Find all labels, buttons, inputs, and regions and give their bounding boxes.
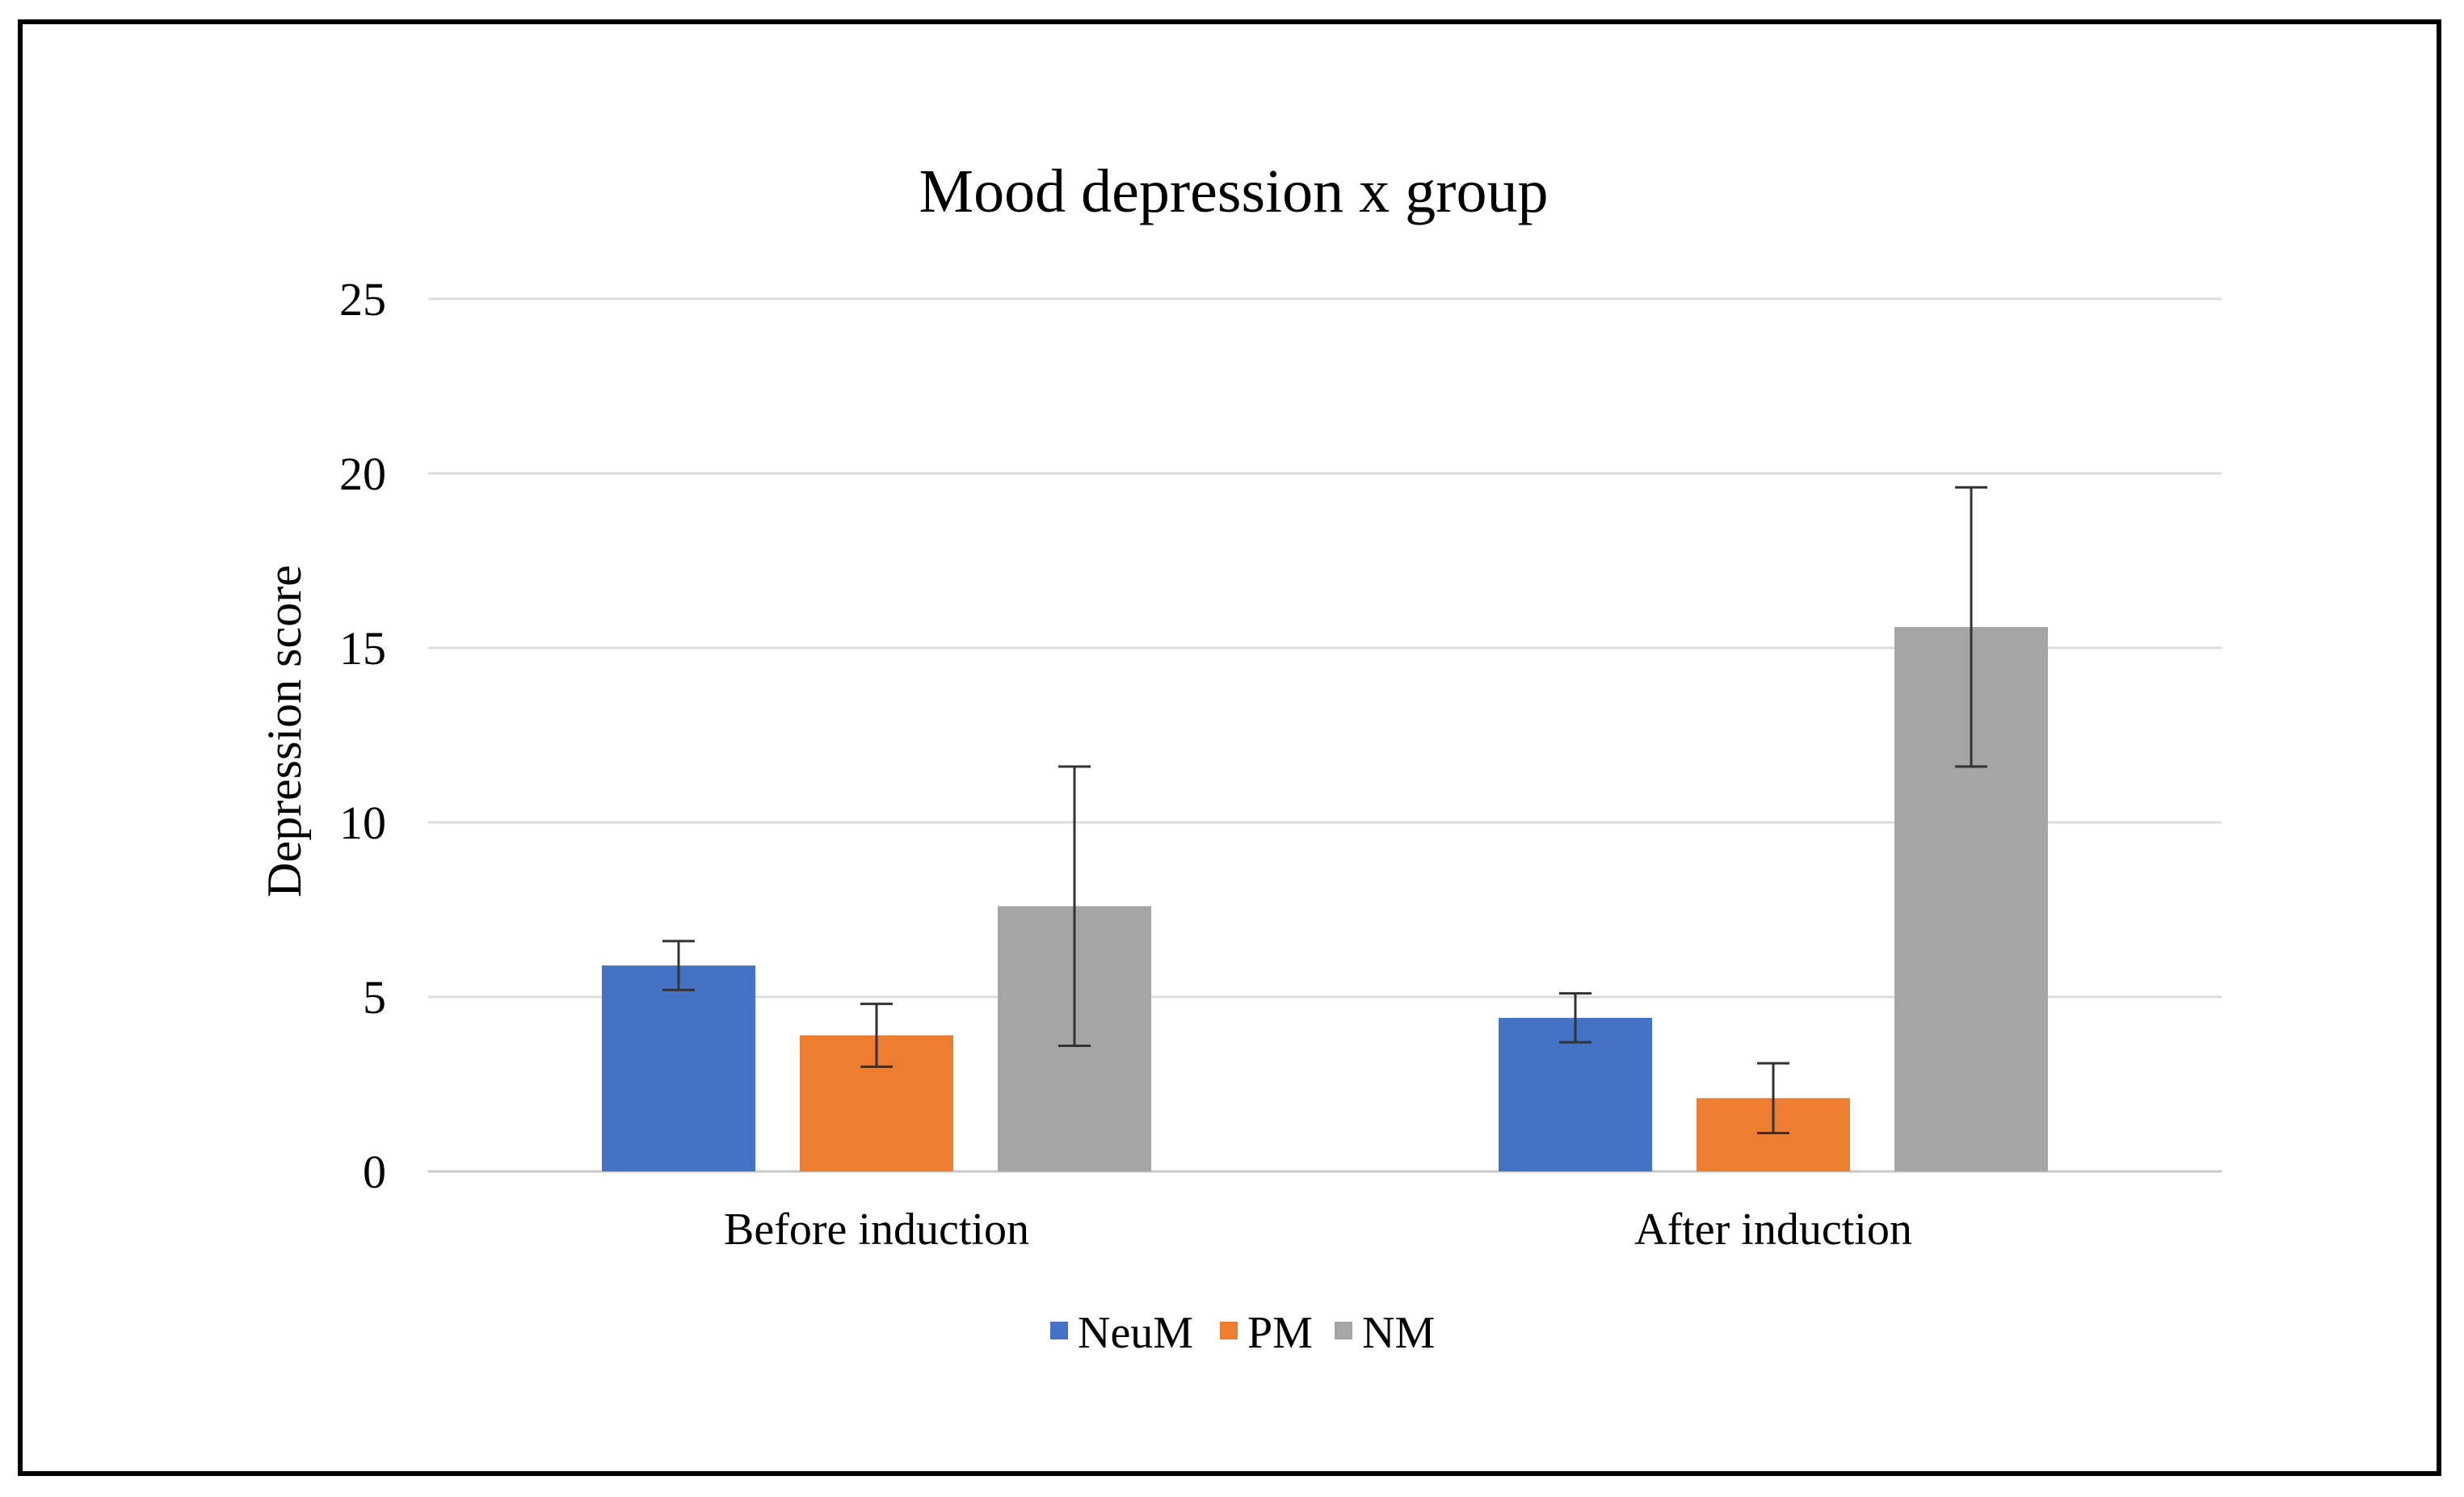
- y-tick-label: 15: [339, 622, 386, 675]
- legend: NeuM PM NM: [1050, 1308, 1435, 1358]
- x-tick-label: Before induction: [724, 1205, 1029, 1255]
- bars: [602, 627, 2048, 1171]
- legend-label: NM: [1362, 1308, 1435, 1358]
- x-axis-ticks: Before induction After induction: [724, 1205, 1912, 1255]
- y-tick-label: 25: [339, 273, 386, 326]
- y-tick-label: 20: [339, 448, 386, 500]
- error-bars: [662, 486, 1987, 1134]
- legend-swatch: [1050, 1322, 1068, 1339]
- legend-swatch: [1335, 1322, 1352, 1339]
- legend-label: PM: [1247, 1308, 1313, 1358]
- bar: [602, 965, 755, 1171]
- chart-title: Mood depression x group: [919, 158, 1549, 225]
- y-axis-label: Depression score: [258, 565, 311, 898]
- x-tick-label: After induction: [1634, 1205, 1912, 1255]
- y-tick-label: 10: [339, 797, 386, 849]
- y-axis-ticks: 0 5 10 15 20 25: [339, 273, 386, 1198]
- y-tick-label: 5: [363, 971, 386, 1024]
- legend-swatch: [1220, 1322, 1238, 1339]
- y-tick-label: 0: [363, 1146, 386, 1198]
- legend-label: NeuM: [1078, 1308, 1193, 1358]
